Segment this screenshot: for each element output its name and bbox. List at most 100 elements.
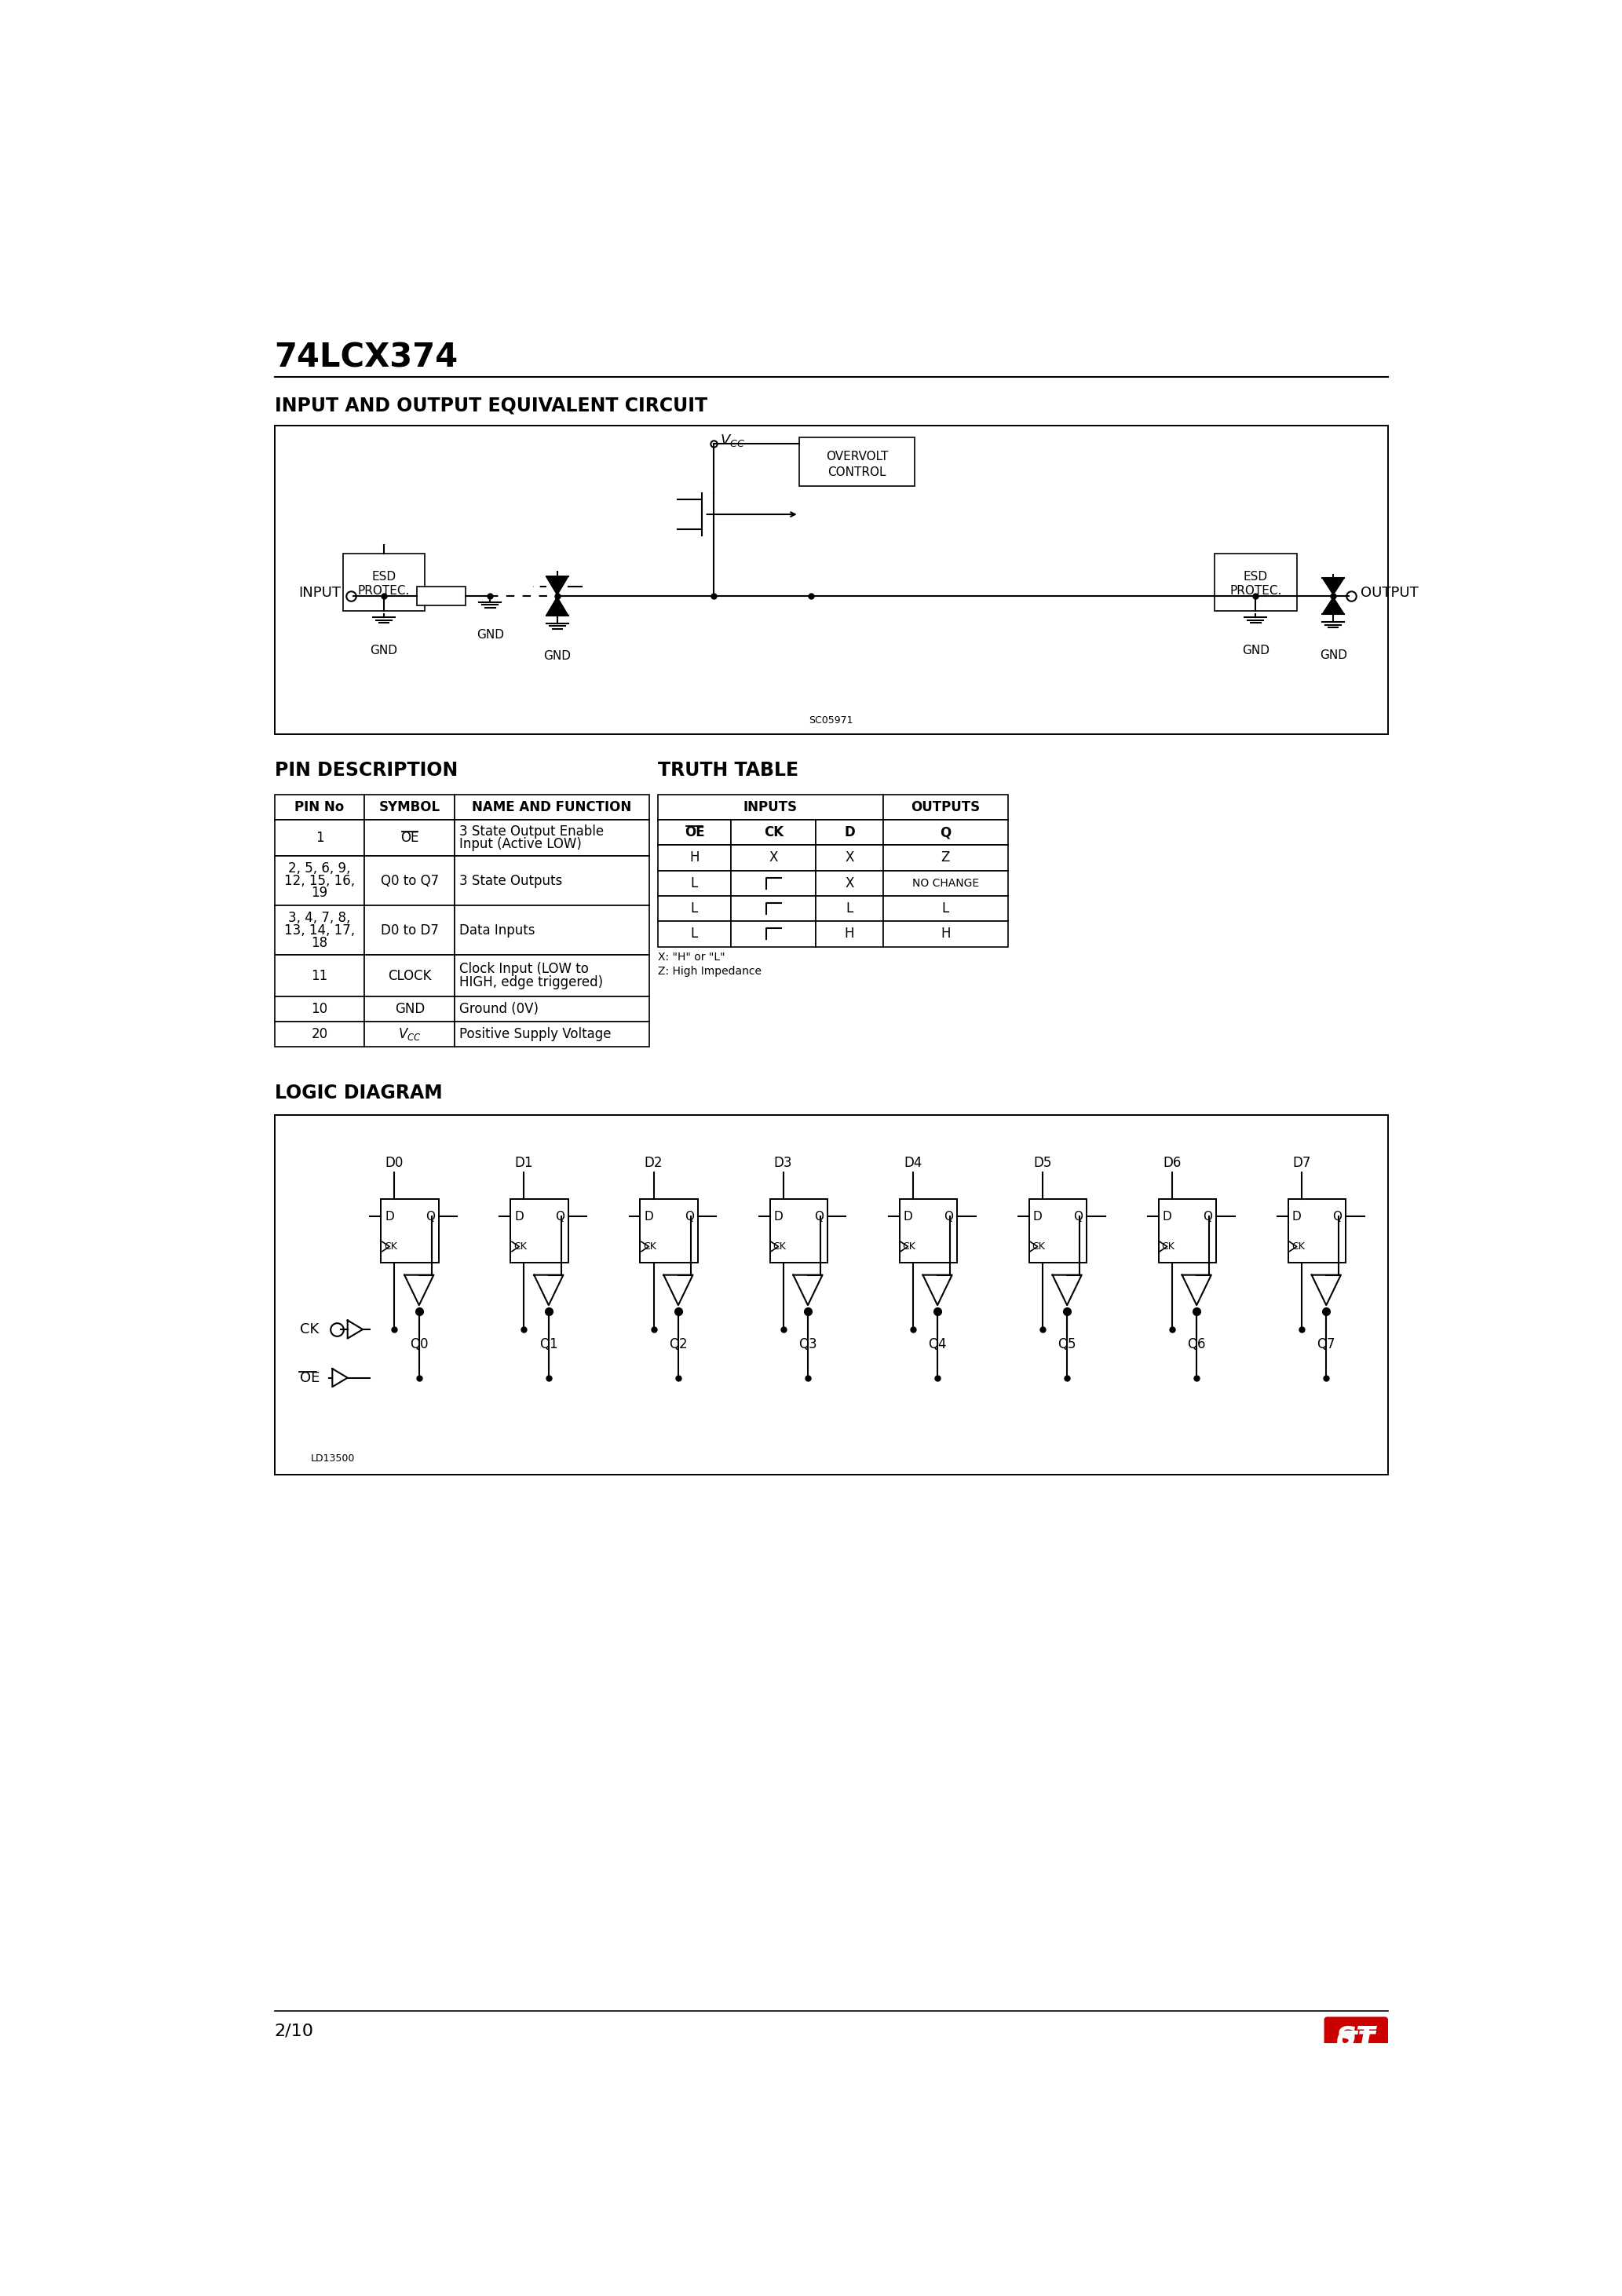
Text: CK: CK (1291, 1242, 1304, 1251)
Text: στ: στ (1337, 2025, 1375, 2050)
Text: Q3: Q3 (798, 1339, 817, 1352)
Bar (770, 1199, 827, 1263)
Text: 2/10: 2/10 (274, 2023, 313, 2039)
Bar (365, 905, 454, 955)
Polygon shape (1322, 597, 1345, 613)
Bar (454, 794, 649, 820)
Text: D5: D5 (1033, 1157, 1051, 1171)
Bar (274, 856, 365, 905)
Bar (732, 895, 816, 921)
Text: INPUT AND OUTPUT EQUIVALENT CIRCUIT: INPUT AND OUTPUT EQUIVALENT CIRCUIT (274, 397, 707, 416)
Text: Q6: Q6 (1187, 1339, 1205, 1352)
Text: 74LCX374: 74LCX374 (274, 340, 459, 374)
Text: OUTPUT: OUTPUT (1361, 585, 1419, 599)
Text: GND: GND (1242, 645, 1270, 657)
Text: D: D (514, 1210, 524, 1221)
Text: Q4: Q4 (928, 1339, 947, 1352)
Bar (882, 870, 1007, 895)
Text: X: X (845, 877, 855, 891)
Text: HIGH, edge triggered): HIGH, edge triggered) (459, 976, 603, 990)
Text: GND: GND (370, 645, 397, 657)
Bar (274, 425, 1388, 735)
Text: L: L (691, 877, 697, 891)
Bar (1158, 1199, 1216, 1263)
Text: X: "H" or "L": X: "H" or "L" (659, 951, 725, 962)
Text: D6: D6 (1163, 1157, 1181, 1171)
Text: OUTPUTS: OUTPUTS (912, 799, 980, 815)
Text: L: L (942, 902, 949, 916)
Text: Z: High Impedance: Z: High Impedance (659, 967, 761, 978)
Bar (454, 856, 649, 905)
Text: Q: Q (555, 1210, 564, 1221)
Text: CONTROL: CONTROL (827, 466, 886, 478)
Text: 3 State Output Enable: 3 State Output Enable (459, 824, 603, 838)
Text: 19: 19 (311, 886, 328, 900)
Bar (816, 870, 882, 895)
Bar (454, 996, 649, 1022)
Text: NAME AND FUNCTION: NAME AND FUNCTION (472, 799, 633, 815)
Text: NO CHANGE: NO CHANGE (912, 877, 978, 889)
Text: CK: CK (1032, 1242, 1046, 1251)
Text: 1: 1 (315, 831, 324, 845)
Text: CK: CK (764, 824, 783, 840)
Text: Clock Input (LOW to: Clock Input (LOW to (459, 962, 589, 976)
Text: ESD: ESD (1244, 572, 1268, 583)
Text: Q: Q (1204, 1210, 1213, 1221)
Text: CK: CK (300, 1322, 320, 1336)
Text: PIN No: PIN No (295, 799, 344, 815)
Text: Q: Q (814, 1210, 824, 1221)
Text: CK: CK (644, 1242, 657, 1251)
Text: 20: 20 (311, 1026, 328, 1042)
Text: D: D (1293, 1210, 1301, 1221)
Bar (274, 905, 365, 955)
Text: INPUT: INPUT (298, 585, 341, 599)
Text: OE: OE (401, 831, 418, 845)
Text: Q0 to Q7: Q0 to Q7 (381, 875, 438, 889)
Bar (816, 845, 882, 870)
Text: GND: GND (543, 650, 571, 661)
Bar (274, 1022, 365, 1047)
Text: SC05971: SC05971 (809, 716, 853, 726)
Bar (816, 895, 882, 921)
Text: CK: CK (514, 1242, 527, 1251)
Bar (274, 794, 365, 820)
Text: Q0: Q0 (410, 1339, 428, 1352)
Text: D: D (774, 1210, 783, 1221)
Bar (454, 905, 649, 955)
Bar (659, 794, 882, 820)
Bar (417, 588, 466, 606)
Text: Input (Active LOW): Input (Active LOW) (459, 836, 582, 852)
Text: D1: D1 (514, 1157, 534, 1171)
Bar (274, 1116, 1388, 1474)
Bar (511, 1199, 568, 1263)
Text: CK: CK (774, 1242, 787, 1251)
Bar (882, 820, 1007, 845)
Text: GND: GND (1320, 650, 1346, 661)
Text: Q1: Q1 (540, 1339, 558, 1352)
Bar (381, 1199, 440, 1263)
Text: X: X (845, 852, 855, 866)
Text: PIN DESCRIPTION: PIN DESCRIPTION (274, 760, 457, 781)
Text: D0 to D7: D0 to D7 (381, 923, 438, 937)
Text: OE: OE (684, 824, 704, 840)
Text: D0: D0 (386, 1157, 404, 1171)
Bar (274, 996, 365, 1022)
Text: Q5: Q5 (1058, 1339, 1077, 1352)
Text: 13, 14, 17,: 13, 14, 17, (284, 923, 355, 937)
Polygon shape (1322, 579, 1345, 595)
Bar (732, 870, 816, 895)
Text: $V_{CC}$: $V_{CC}$ (397, 1026, 422, 1042)
FancyBboxPatch shape (1325, 2018, 1387, 2055)
Bar (454, 820, 649, 856)
Bar (365, 955, 454, 996)
Text: OE: OE (300, 1371, 320, 1384)
Text: 18: 18 (311, 937, 328, 951)
Bar (1028, 1199, 1087, 1263)
Text: CK: CK (384, 1242, 397, 1251)
Bar (882, 921, 1007, 946)
Bar (659, 895, 732, 921)
Text: OVERVOLT: OVERVOLT (826, 450, 887, 461)
Text: CK: CK (1161, 1242, 1174, 1251)
Text: CLOCK: CLOCK (388, 969, 431, 983)
Text: Z: Z (941, 852, 950, 866)
